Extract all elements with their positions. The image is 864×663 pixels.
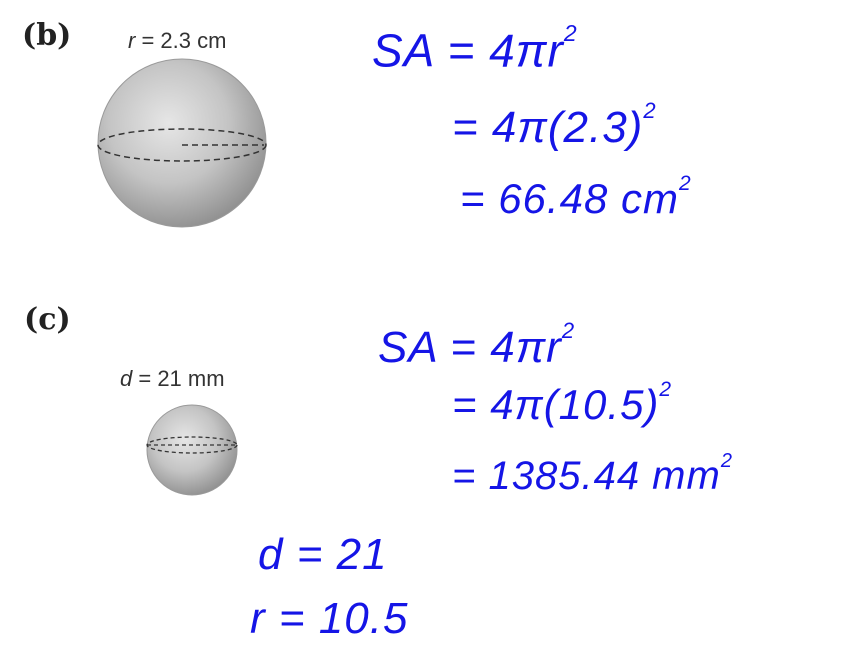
part-b-radius-label: r = 2.3 cm [128,28,227,53]
part-b-work-line-2: = 4π(2.3)2 [452,98,657,153]
sphere-b-icon [97,58,267,228]
part-b-label: (b) [22,18,72,53]
part-c-diameter-label: d = 21 mm [120,366,225,391]
part-b-work-line-1: SA = 4πr2 [372,20,578,77]
part-c-work-line-2: = 4π(10.5)2 [452,378,673,429]
part-c-side-work-diameter: d = 21 [258,530,388,579]
part-c-side-work-radius: r = 10.5 [250,594,409,643]
sphere-c-icon [146,404,238,496]
part-c-work-line-1: SA = 4πr2 [378,318,576,373]
part-c-work-line-3: = 1385.44 mm2 [452,450,733,498]
part-b-work-line-3: = 66.48 cm2 [460,172,692,223]
part-c-label: (c) [24,302,71,337]
